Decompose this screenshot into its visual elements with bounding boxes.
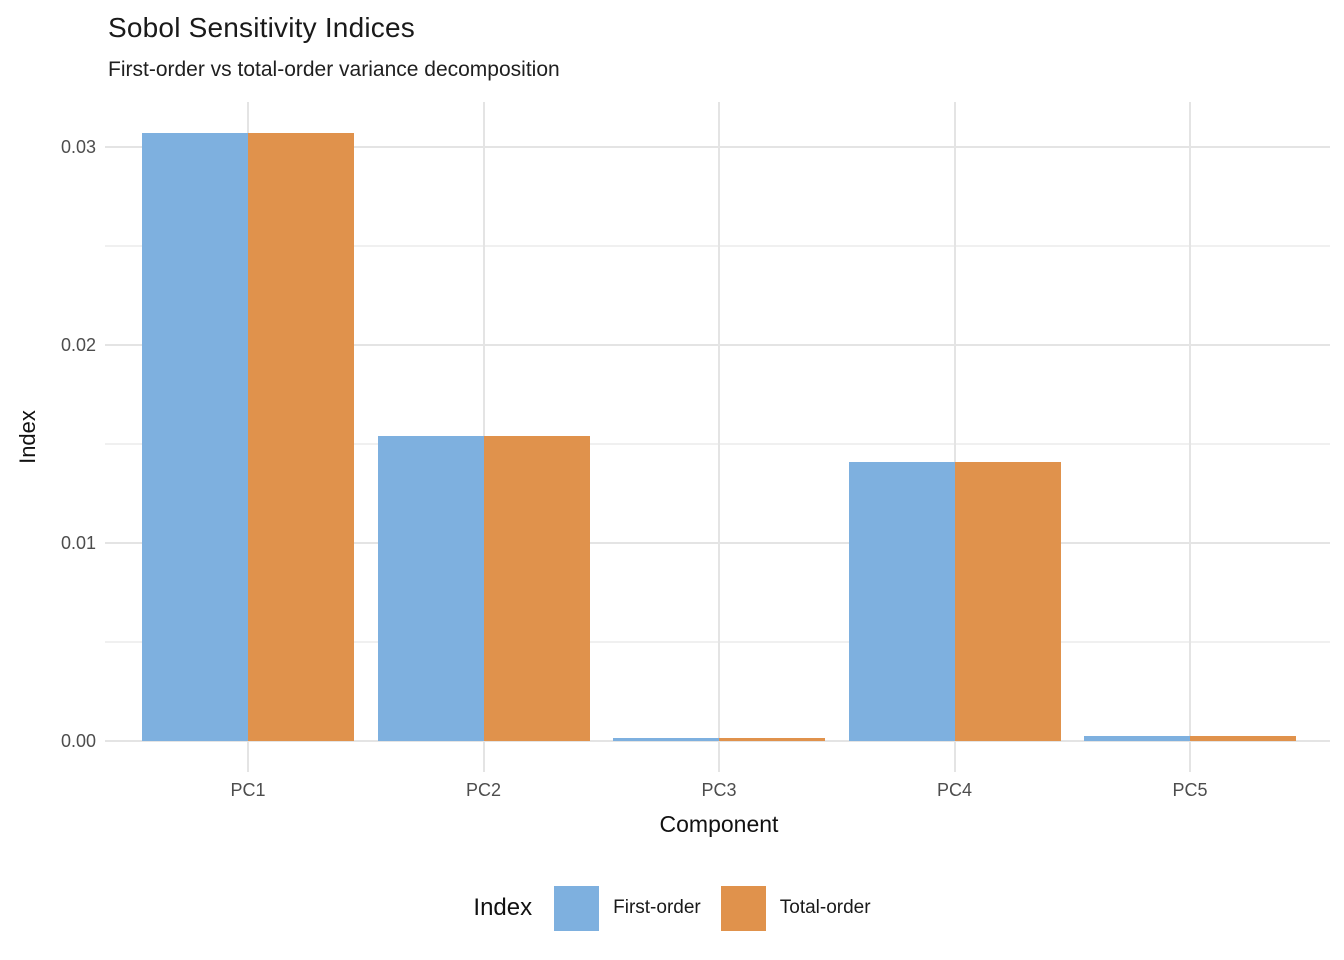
- gridline-category: [953, 102, 956, 772]
- gridline-major: [105, 541, 1330, 544]
- gridline-major: [105, 145, 1330, 148]
- x-tick-label: PC5: [1172, 780, 1208, 800]
- legend-swatch-total-order: [720, 885, 766, 931]
- x-tick-label: PC3: [701, 780, 737, 800]
- legend-swatch-first-order: [554, 885, 600, 931]
- gridline-category: [718, 102, 720, 772]
- gridline-minor: [105, 442, 1330, 445]
- gridline-major: [105, 343, 1330, 346]
- bar-total-order-pc5: [1190, 736, 1296, 741]
- plot-panel: [105, 102, 1330, 772]
- bar-total-order-pc4: [954, 461, 1061, 741]
- y-axis-labels: 0.00 0.01 0.02 0.03: [0, 102, 96, 772]
- legend-item-first-order: First-order: [554, 885, 701, 931]
- bar-first-order-pc1: [142, 133, 248, 741]
- bar-first-order-pc4: [848, 461, 955, 741]
- bar-first-order-pc2: [377, 436, 484, 741]
- bar-first-order-pc5: [1084, 736, 1190, 741]
- gridline-category: [1189, 102, 1191, 772]
- chart-title: Sobol Sensitivity Indices: [108, 12, 415, 43]
- chart-subtitle: First-order vs total-order variance deco…: [108, 58, 560, 81]
- x-axis-title: Component: [659, 811, 779, 837]
- y-tick-label: 0.00: [60, 731, 96, 751]
- legend-title: Index: [473, 894, 533, 921]
- legend-label-first-order: First-order: [613, 897, 701, 918]
- legend-label-total-order: Total-order: [779, 897, 871, 918]
- x-tick-label: PC2: [465, 780, 501, 800]
- y-tick-label: 0.03: [60, 136, 96, 157]
- gridline-minor: [105, 640, 1330, 643]
- bar-total-order-pc1: [248, 133, 354, 741]
- gridline-minor: [105, 244, 1330, 247]
- legend: Index First-order Total-order: [0, 882, 1344, 934]
- x-tick-label: PC1: [230, 780, 266, 800]
- bar-first-order-pc3: [613, 738, 719, 741]
- legend-item-total-order: Total-order: [720, 885, 871, 931]
- x-axis-labels: PC1 PC2 PC3 PC4 PC5: [108, 779, 1330, 803]
- gridline-major: [105, 740, 1330, 742]
- bar-total-order-pc3: [719, 738, 825, 741]
- y-tick-label: 0.02: [60, 334, 96, 355]
- y-tick-label: 0.01: [60, 532, 96, 553]
- x-tick-label: PC4: [936, 780, 972, 800]
- bar-total-order-pc2: [483, 436, 590, 741]
